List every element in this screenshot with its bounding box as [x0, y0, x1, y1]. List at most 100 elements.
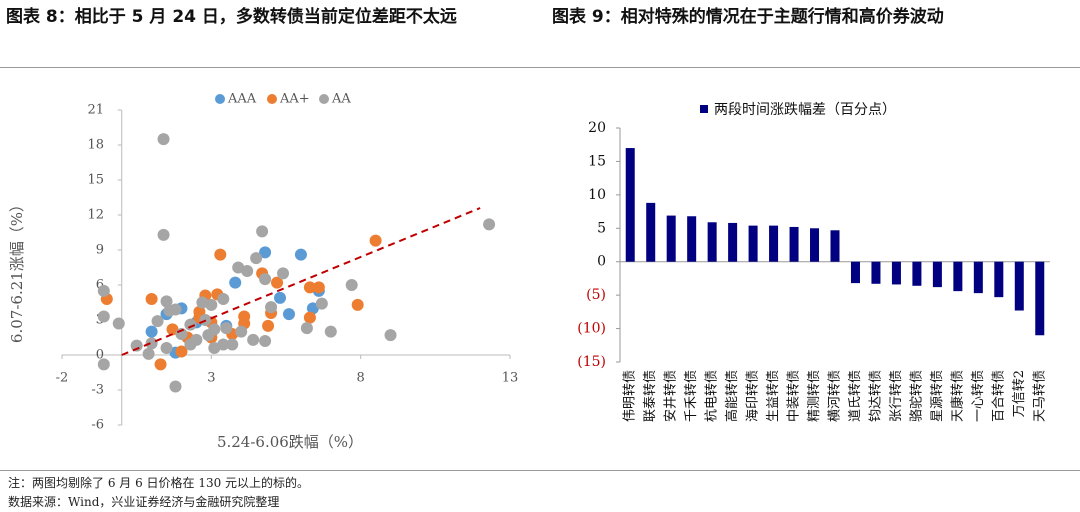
bar: [994, 261, 1004, 298]
x-tick-label: 百合转债: [991, 370, 1006, 422]
figure-title: 图表 8：相比于 5 月 24 日，多数转债当前定位差距不太远: [6, 7, 457, 27]
scatter-point: [97, 310, 110, 323]
y-tick-label: 0: [96, 348, 104, 363]
legend-label: AAA: [227, 92, 257, 107]
scatter-point: [294, 248, 307, 261]
bar: [850, 261, 860, 284]
x-tick-label: 天马转债: [1032, 370, 1047, 422]
x-tick-label: 3: [207, 371, 215, 386]
scatter-point: [205, 298, 218, 311]
scatter-point: [184, 338, 197, 351]
scatter-point: [312, 281, 325, 294]
scatter-point: [306, 302, 319, 315]
scatter-point: [97, 284, 110, 297]
bar: [1014, 261, 1024, 311]
scatter-point: [112, 317, 125, 330]
scatter-point: [142, 347, 155, 360]
bar: [912, 261, 922, 286]
y-axis-title: 6.07-6.21涨幅（%）: [8, 197, 26, 343]
bar: [891, 261, 901, 285]
scatter-point: [175, 345, 188, 358]
y-tick-label: (5): [586, 287, 606, 303]
x-tick-label: 万信转2: [1012, 370, 1027, 417]
bar: [1035, 261, 1045, 336]
scatter-point: [277, 267, 290, 280]
scatter-point: [160, 295, 173, 308]
bar: [769, 225, 779, 262]
y-tick-label: 15: [588, 153, 606, 169]
x-tick-label: 海印转债: [746, 370, 761, 422]
x-tick-label: 横河转债: [828, 370, 843, 422]
x-tick-label: 杭电转债: [705, 370, 720, 422]
scatter-point: [169, 380, 182, 393]
note: 注：两图均剔除了 6 月 6 日价格在 130 元以上的标的。: [8, 476, 310, 490]
y-tick-label: 10: [588, 187, 606, 203]
y-tick-label: 12: [87, 208, 104, 223]
legend-marker: [267, 94, 277, 104]
scatter-point: [163, 304, 176, 317]
scatter-point: [184, 318, 197, 331]
scatter-point: [160, 342, 173, 354]
scatter-point: [151, 315, 164, 328]
scatter-point: [259, 273, 272, 286]
scatter-point: [351, 298, 364, 311]
x-tick-label: 伟明转债: [623, 370, 638, 422]
scatter-point: [274, 291, 287, 304]
scatter-point: [345, 279, 358, 291]
trendline: [121, 207, 481, 356]
scatter-point: [271, 276, 284, 289]
scatter-point: [97, 358, 110, 371]
bar: [953, 261, 963, 292]
legend-label: 两段时间涨跌幅差（百分点）: [714, 102, 896, 118]
scatter-point: [259, 335, 272, 347]
x-tick-label: 一心转债: [971, 370, 986, 422]
scatter-point: [483, 218, 496, 231]
scatter-point: [157, 133, 170, 146]
divider: [0, 67, 1080, 68]
x-tick-label: 张行转债: [889, 370, 904, 422]
y-tick-label: 0: [597, 254, 606, 270]
y-tick-label: -3: [91, 383, 104, 398]
y-tick-label: 5: [597, 220, 606, 236]
y-tick-label: (15): [577, 354, 606, 370]
scatter-point: [303, 281, 316, 294]
scatter-point: [154, 358, 167, 371]
x-tick-label: 8: [357, 371, 365, 386]
bar: [789, 226, 799, 262]
y-tick-label: 6: [96, 278, 104, 293]
bar: [973, 261, 983, 294]
x-tick-label: 联泰转债: [643, 370, 658, 422]
divider: [0, 470, 1080, 471]
scatter-point: [217, 338, 230, 351]
bar: [748, 225, 758, 262]
bar: [728, 222, 738, 262]
scatter-point: [235, 325, 248, 338]
bar: [687, 216, 697, 262]
x-tick-label: 天康转债: [949, 370, 965, 422]
legend-label: AA: [331, 92, 351, 107]
scatter-point: [247, 333, 260, 346]
scatter-point: [259, 246, 272, 259]
x-tick-label: 星源转债: [930, 370, 945, 422]
scatter-point: [256, 225, 269, 238]
bar: [646, 202, 656, 262]
legend-marker: [215, 94, 225, 104]
legend-marker: [700, 105, 708, 113]
scatter-point: [315, 297, 328, 310]
bar: [810, 228, 820, 262]
x-tick-label: -2: [56, 371, 69, 386]
scatter-point: [220, 322, 233, 335]
y-tick-label: 20: [588, 120, 606, 136]
scatter-point: [265, 301, 278, 314]
figure-title: 图表 9：相对特殊的情况在于主题行情和高价券波动: [552, 7, 944, 27]
scatter-point: [262, 319, 275, 332]
scatter-point: [300, 322, 313, 335]
source: 数据来源：Wind，兴业证券经济与金融研究院整理: [8, 495, 280, 509]
x-axis-title: 5.24-6.06跌幅（%）: [217, 433, 363, 451]
scatter-point: [214, 248, 227, 261]
scatter-point: [145, 293, 158, 305]
scatter-point: [226, 338, 239, 351]
x-tick-label: 道氏转债: [848, 370, 863, 422]
